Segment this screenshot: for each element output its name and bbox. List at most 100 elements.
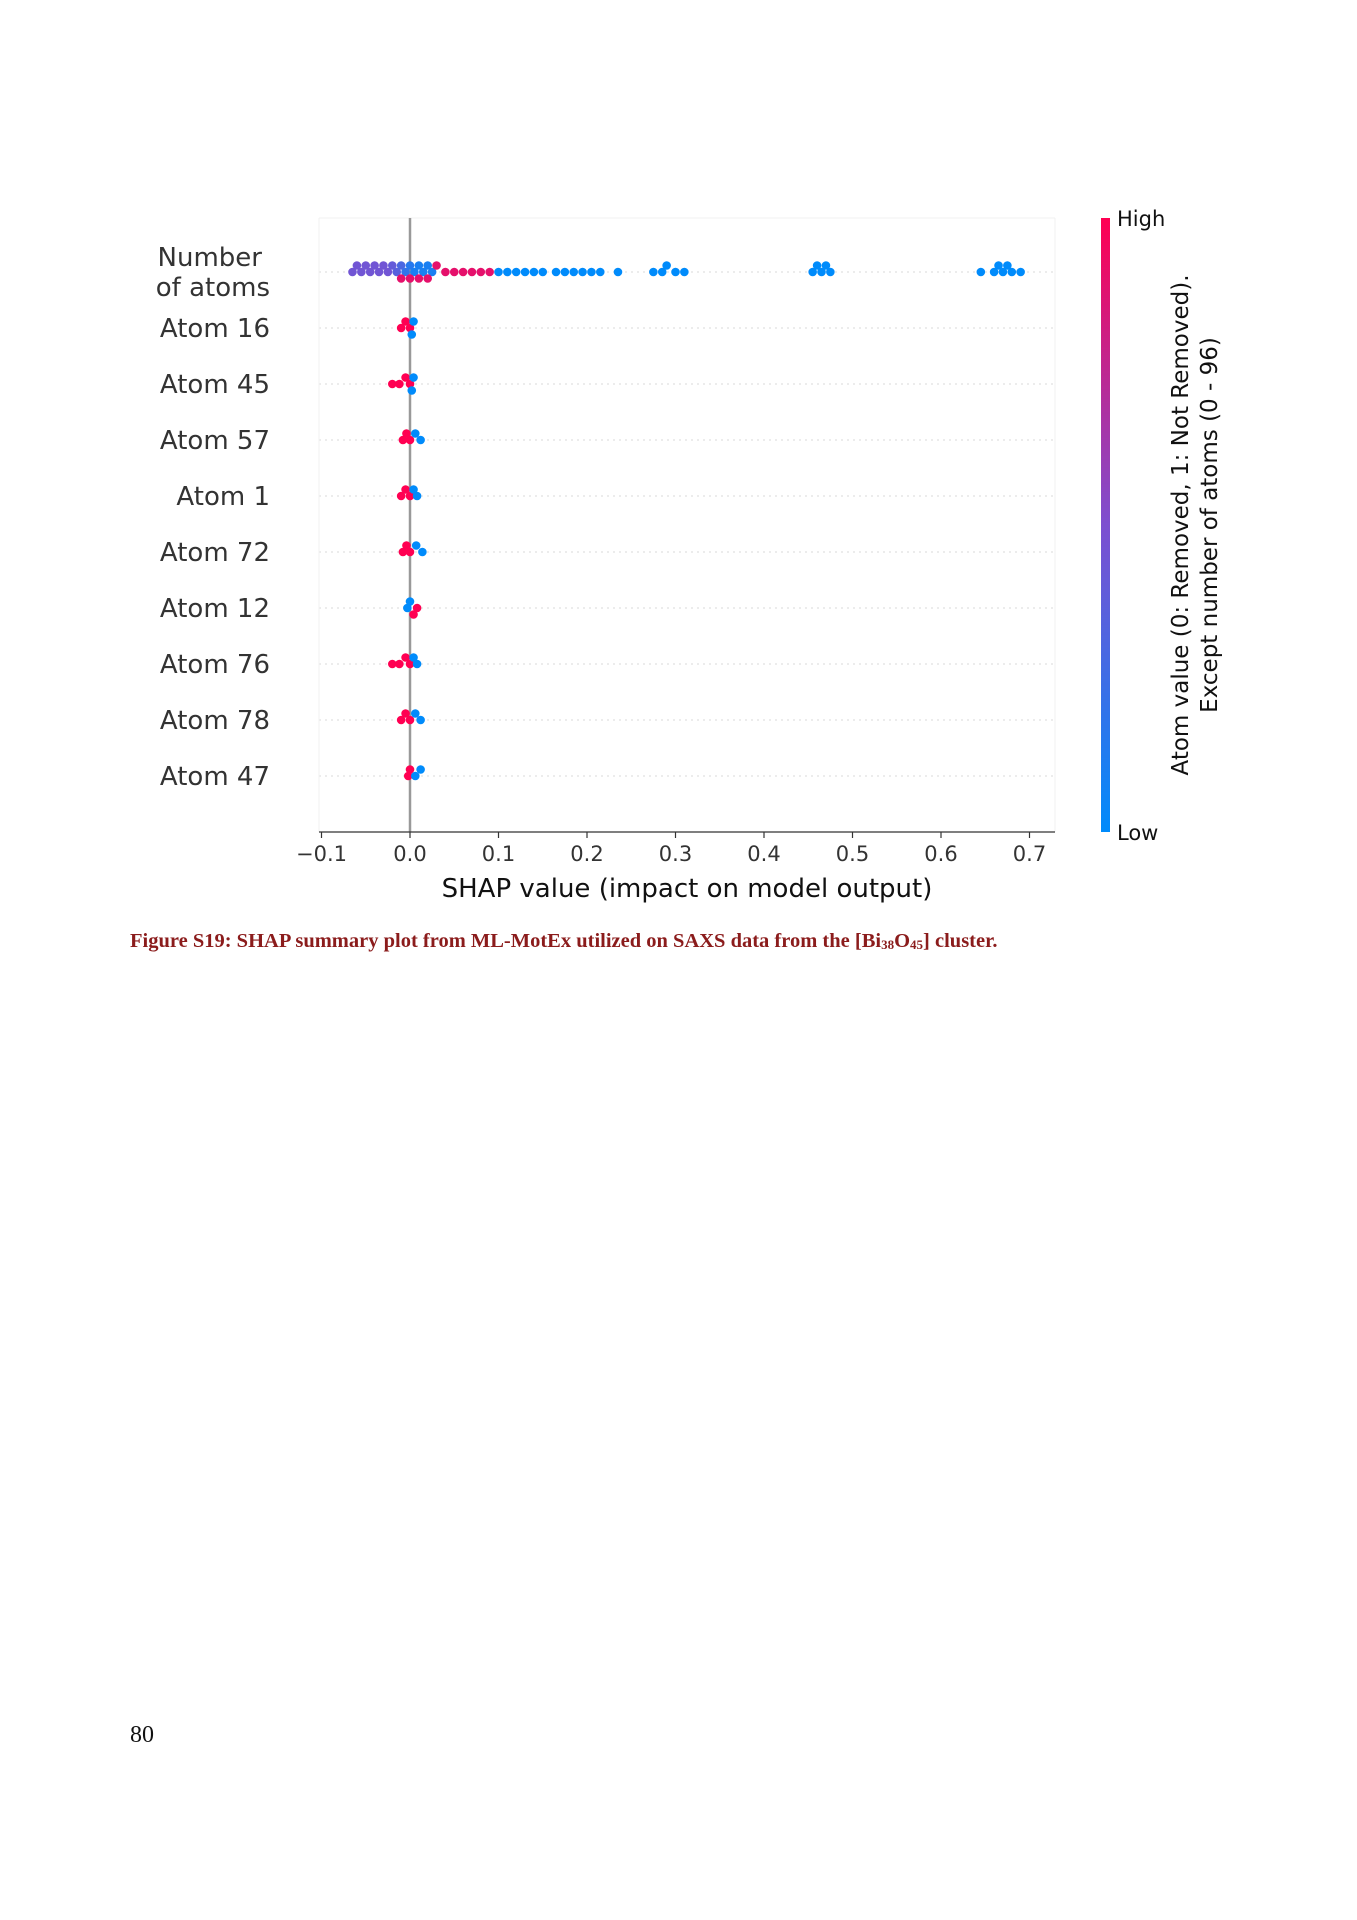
shap-point bbox=[412, 603, 422, 613]
shap-point bbox=[441, 267, 450, 277]
feature-label: Atom 1 bbox=[176, 482, 270, 512]
shap-summary-plot: Number of atoms Atom 16 Atom 45 Atom 57 Atom … bbox=[156, 207, 1223, 904]
shap-point bbox=[432, 261, 441, 270]
shap-point bbox=[414, 261, 424, 270]
feature-label: Atom 16 bbox=[160, 314, 270, 344]
shap-point bbox=[551, 267, 561, 277]
shap-point bbox=[994, 261, 1003, 270]
shap-point bbox=[396, 715, 406, 725]
shap-point bbox=[411, 541, 421, 550]
figure-caption: Figure S19: SHAP summary plot from ML-Mo… bbox=[130, 930, 1250, 953]
shap-point bbox=[808, 267, 817, 277]
shap-point bbox=[476, 267, 486, 277]
shap-point bbox=[402, 541, 411, 550]
shap-point bbox=[405, 435, 415, 445]
feature-label: Atom 76 bbox=[160, 650, 270, 680]
feature-label: Atom 57 bbox=[160, 426, 270, 456]
x-axis-label: SHAP value (impact on model output) bbox=[442, 874, 933, 904]
shap-point bbox=[405, 659, 415, 669]
shap-point bbox=[485, 267, 494, 277]
shap-point bbox=[365, 267, 375, 277]
shap-point bbox=[401, 709, 410, 718]
x-tick-label: 0.1 bbox=[482, 842, 515, 866]
caption-prefix: Figure S19: SHAP summary plot from ML-Mo… bbox=[130, 930, 882, 952]
x-tick-label: 0.3 bbox=[659, 842, 692, 866]
shap-point bbox=[418, 547, 427, 557]
shap-point bbox=[511, 267, 521, 277]
shap-point bbox=[411, 429, 420, 438]
feature-label: Atom 72 bbox=[160, 538, 270, 568]
x-tick-label: 0.2 bbox=[570, 842, 603, 866]
x-tick-label: −0.1 bbox=[296, 842, 347, 866]
shap-point bbox=[520, 267, 530, 277]
shap-point bbox=[395, 379, 404, 389]
shap-point bbox=[412, 659, 422, 669]
feature-label: Atom 12 bbox=[160, 594, 270, 624]
shap-point bbox=[403, 603, 412, 613]
data-points bbox=[348, 261, 1025, 781]
shap-point bbox=[374, 267, 384, 277]
shap-point bbox=[409, 485, 418, 494]
shap-point bbox=[405, 715, 415, 725]
shap-point bbox=[402, 429, 411, 438]
shap-point bbox=[671, 267, 680, 277]
shap-point bbox=[578, 267, 587, 277]
x-tick-label: 0.6 bbox=[924, 842, 957, 866]
colorbar bbox=[1101, 218, 1110, 832]
shap-point bbox=[503, 267, 512, 277]
shap-point bbox=[405, 491, 415, 501]
shap-point bbox=[411, 771, 420, 781]
caption-suffix: ] cluster. bbox=[923, 930, 998, 952]
shap-point bbox=[560, 267, 570, 277]
shap-point bbox=[379, 261, 388, 270]
shap-point bbox=[998, 267, 1008, 277]
shap-point bbox=[538, 267, 548, 277]
shap-point bbox=[1016, 267, 1025, 277]
shap-point bbox=[396, 323, 406, 333]
shap-point bbox=[416, 435, 425, 445]
shap-point bbox=[989, 267, 999, 277]
shap-point bbox=[412, 491, 422, 501]
shap-point bbox=[405, 597, 415, 606]
shap-point bbox=[649, 267, 658, 277]
shap-point bbox=[401, 267, 410, 277]
shap-point bbox=[409, 317, 418, 326]
feature-label: Atom 45 bbox=[160, 370, 270, 400]
shap-point bbox=[396, 261, 406, 270]
shap-point bbox=[494, 267, 503, 277]
shap-point bbox=[395, 659, 404, 669]
shap-point bbox=[405, 765, 415, 774]
shap-point bbox=[407, 386, 417, 395]
grid-lines bbox=[319, 271, 1055, 777]
shap-point bbox=[613, 267, 623, 277]
shap-point bbox=[401, 485, 410, 494]
shap-point bbox=[817, 267, 826, 277]
shap-point bbox=[401, 317, 410, 326]
x-tick-label: 0.4 bbox=[747, 842, 780, 866]
x-ticks: −0.1 0.0 0.1 0.2 0.3 0.4 0.5 0.6 0.7 bbox=[296, 832, 1046, 866]
shap-point bbox=[449, 267, 459, 277]
shap-point bbox=[388, 261, 397, 270]
shap-point bbox=[821, 261, 831, 270]
shap-point bbox=[569, 267, 579, 277]
feature-label: Atom 47 bbox=[160, 762, 270, 792]
shap-point bbox=[407, 330, 417, 339]
x-tick-label: 0.0 bbox=[393, 842, 426, 866]
shap-point bbox=[396, 491, 406, 501]
shap-point bbox=[409, 373, 418, 382]
feature-labels: Number of atoms Atom 16 Atom 45 Atom 57 Atom … bbox=[156, 243, 270, 792]
shap-point bbox=[826, 267, 835, 277]
shap-point bbox=[357, 267, 366, 277]
shap-point bbox=[411, 709, 420, 718]
shap-point bbox=[657, 267, 667, 277]
x-tick-label: 0.7 bbox=[1013, 842, 1046, 866]
shap-point bbox=[405, 379, 415, 389]
shap-point bbox=[409, 610, 418, 619]
shap-point bbox=[414, 274, 424, 283]
shap-point bbox=[1007, 267, 1017, 277]
shap-point bbox=[423, 274, 433, 283]
shap-point bbox=[388, 659, 397, 669]
shap-point bbox=[383, 267, 393, 277]
colorbar-title-line-2: Except number of atoms (0 - 96) bbox=[1197, 337, 1223, 713]
shap-point bbox=[405, 274, 415, 283]
